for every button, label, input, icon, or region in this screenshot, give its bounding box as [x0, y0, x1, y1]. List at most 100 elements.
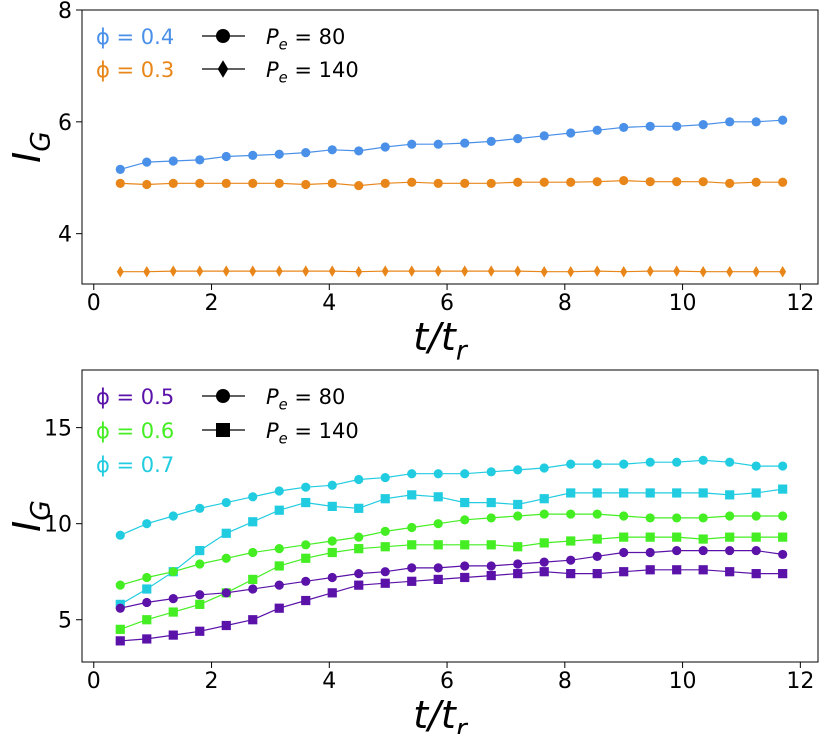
data-point-1-5-20: [645, 565, 655, 575]
y-tick-label-0-0: 4: [58, 223, 72, 248]
data-point-0-2-22: [699, 265, 707, 278]
legend-pe-label-1-1: Pe = 140: [266, 419, 359, 447]
data-point-1-5-10: [380, 578, 390, 588]
data-point-1-1-25: [778, 484, 788, 494]
data-point-0-2-6: [275, 265, 283, 277]
data-point-1-2-0: [115, 580, 125, 590]
data-point-1-1-9: [354, 503, 364, 513]
data-point-0-1-9: [354, 180, 364, 191]
data-point-1-1-11: [407, 490, 417, 500]
data-point-1-3-9: [354, 544, 364, 554]
data-point-0-0-24: [751, 117, 761, 127]
data-point-1-4-11: [407, 563, 417, 573]
data-point-1-3-20: [645, 532, 655, 542]
data-point-0-2-18: [593, 265, 601, 277]
data-point-1-0-23: [725, 457, 735, 467]
data-point-0-0-14: [486, 136, 496, 147]
data-point-1-4-6: [274, 580, 284, 590]
legend-phi-1-1: ϕ = 0.6: [96, 419, 174, 443]
data-point-1-5-17: [566, 569, 576, 579]
data-point-1-5-16: [539, 567, 549, 577]
data-point-1-0-24: [751, 461, 761, 471]
data-point-1-2-24: [751, 511, 761, 521]
data-point-0-0-6: [274, 149, 284, 159]
data-point-1-3-14: [486, 540, 496, 550]
data-point-1-4-2: [168, 594, 178, 604]
data-point-1-0-8: [327, 480, 337, 490]
data-point-0-0-9: [354, 146, 364, 156]
data-point-1-1-7: [301, 497, 311, 508]
x-tick-label-1-5: 10: [669, 669, 697, 694]
data-point-1-0-20: [645, 457, 655, 467]
x-tick-label-0-5: 10: [669, 291, 697, 316]
data-point-0-2-24: [752, 265, 760, 278]
data-point-1-3-21: [672, 532, 682, 542]
data-point-1-4-13: [460, 561, 470, 571]
data-point-0-1-6: [274, 178, 284, 188]
data-point-1-0-13: [460, 469, 470, 479]
data-point-0-2-4: [222, 265, 230, 277]
data-point-0-1-22: [698, 177, 708, 187]
data-point-1-0-5: [248, 492, 258, 502]
data-point-0-1-13: [460, 178, 470, 188]
data-point-0-0-19: [619, 122, 629, 133]
data-point-1-1-3: [195, 545, 205, 556]
data-point-1-5-6: [274, 603, 284, 613]
data-point-0-2-1: [143, 265, 151, 278]
legend-pe-label-0-0: Pe = 80: [266, 25, 345, 53]
data-point-1-5-4: [221, 620, 231, 631]
data-point-1-5-11: [407, 576, 417, 586]
data-point-1-5-22: [698, 565, 708, 575]
data-point-0-1-2: [168, 178, 178, 188]
data-point-1-5-5: [248, 615, 258, 625]
data-point-0-0-22: [698, 120, 708, 130]
data-point-1-0-6: [274, 486, 284, 496]
y-tick-label-1-0: 5: [58, 609, 72, 634]
data-point-1-0-3: [195, 503, 205, 513]
data-point-1-1-5: [248, 517, 258, 527]
data-point-0-1-8: [327, 178, 337, 188]
data-point-1-2-5: [248, 547, 258, 558]
data-point-0-1-18: [592, 177, 602, 187]
series-line-1-5: [120, 569, 783, 642]
x-tick-label-1-0: 0: [87, 669, 101, 694]
data-point-1-5-15: [513, 569, 523, 579]
data-point-1-2-25: [778, 511, 788, 521]
x-tick-label-0-1: 2: [205, 291, 219, 316]
data-point-0-1-3: [195, 178, 205, 188]
series-line-1-2: [120, 513, 783, 586]
data-point-1-4-0: [115, 603, 125, 613]
top-panel: 0 2 4 6 8 10 12 4 6 8 t/tr IG ϕ = 0.4 ϕ = 0.3 Pe = 80 P…: [5, 0, 819, 367]
data-point-0-0-4: [221, 151, 231, 162]
data-point-0-2-17: [567, 265, 575, 278]
data-point-1-1-4: [221, 528, 231, 538]
data-point-1-5-7: [301, 595, 311, 606]
data-point-0-2-20: [646, 265, 654, 277]
series-line-0-2: [120, 270, 783, 273]
data-point-0-1-11: [407, 177, 417, 187]
data-point-1-3-12: [433, 540, 443, 550]
data-point-1-5-2: [168, 630, 178, 640]
data-point-0-1-17: [566, 177, 576, 187]
data-point-0-0-16: [539, 131, 549, 141]
data-point-1-2-21: [672, 513, 682, 523]
data-point-1-0-1: [142, 519, 152, 529]
data-point-1-3-13: [460, 540, 470, 550]
data-point-1-4-4: [221, 588, 231, 598]
data-point-1-1-21: [672, 488, 682, 498]
y-tick-label-1-1: 10: [44, 513, 72, 538]
data-point-0-2-23: [726, 265, 734, 278]
data-point-1-0-17: [566, 459, 576, 469]
data-point-0-2-25: [779, 265, 787, 278]
data-point-1-3-10: [380, 542, 390, 552]
data-point-1-4-18: [592, 551, 602, 561]
data-point-0-1-15: [513, 177, 523, 187]
y-tick-label-0-2: 8: [58, 0, 72, 24]
data-point-1-0-12: [433, 469, 443, 479]
data-point-1-2-12: [433, 519, 443, 529]
data-point-1-1-18: [592, 488, 602, 498]
data-point-0-0-8: [327, 145, 337, 155]
data-point-0-0-11: [407, 139, 417, 149]
series-line-1-1: [119, 488, 783, 605]
data-point-1-2-4: [221, 553, 231, 563]
